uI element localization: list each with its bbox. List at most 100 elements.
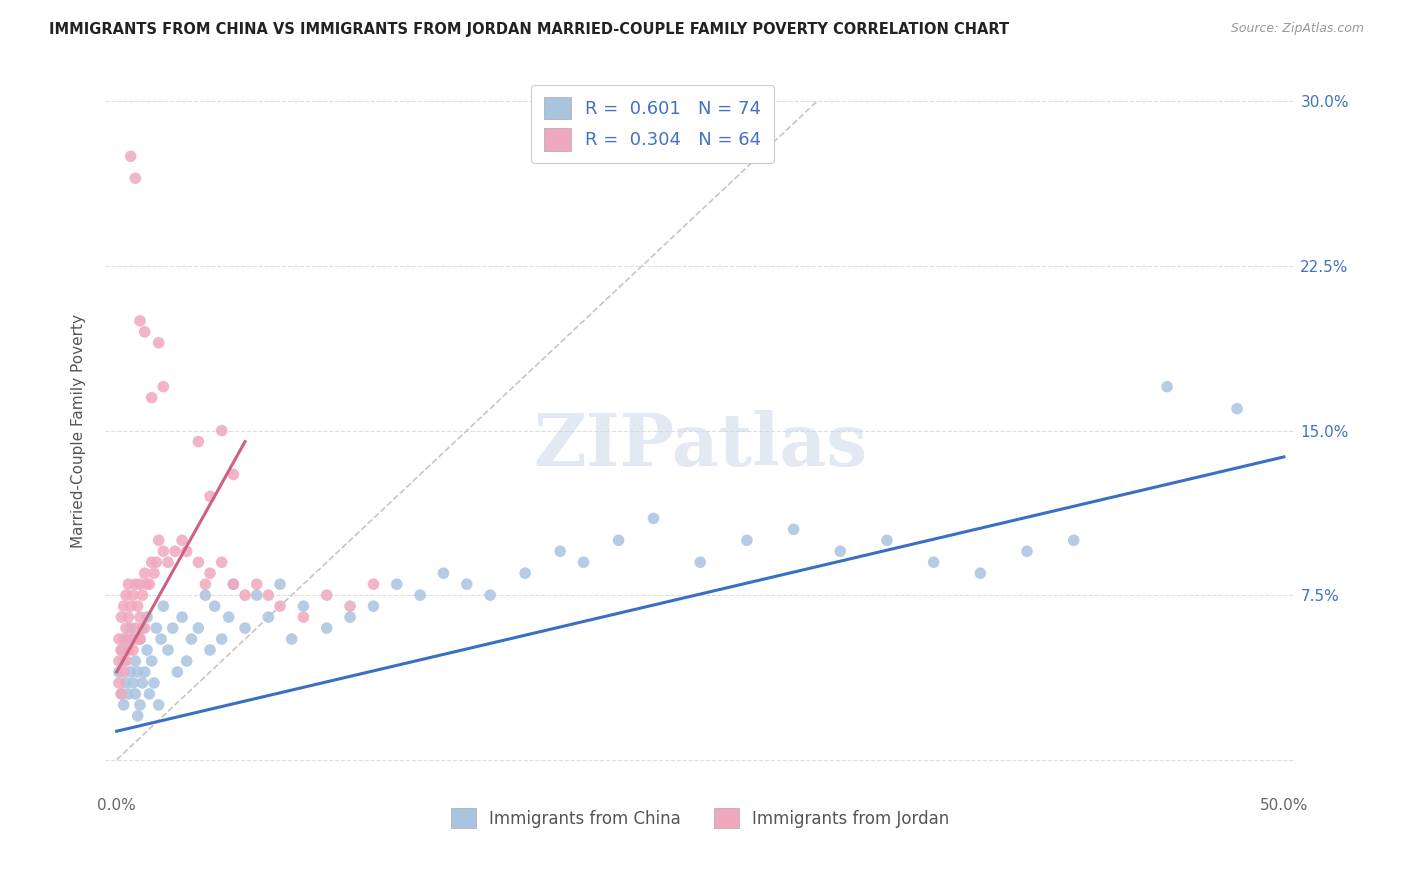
Point (115, 676, 138, 690)
Point (246, 577, 269, 591)
Text: IMMIGRANTS FROM CHINA VS IMMIGRANTS FROM JORDAN MARRIED-COUPLE FAMILY POVERTY CO: IMMIGRANTS FROM CHINA VS IMMIGRANTS FROM… (49, 22, 1010, 37)
Point (339, 599, 361, 614)
Point (120, 632, 142, 646)
Point (110, 687, 132, 701)
Point (176, 654, 198, 668)
Point (127, 709, 149, 723)
Point (134, 325, 156, 339)
Point (127, 599, 149, 614)
Point (269, 599, 291, 614)
Point (117, 577, 139, 591)
Point (233, 588, 256, 602)
Point (145, 621, 167, 635)
Point (363, 599, 385, 614)
Point (115, 654, 138, 668)
Point (156, 643, 179, 657)
Point (148, 698, 170, 712)
Point (198, 643, 221, 657)
Point (163, 544, 186, 558)
Text: ZIPatlas: ZIPatlas (533, 409, 868, 481)
Point (122, 676, 145, 690)
Point (198, 566, 221, 581)
Point (124, 621, 146, 635)
Point (124, 654, 146, 668)
Point (150, 632, 173, 646)
Point (110, 643, 132, 657)
Point (1226, 401, 1249, 416)
Point (124, 687, 146, 701)
Point (969, 566, 991, 581)
Point (145, 555, 167, 569)
Point (108, 654, 131, 668)
Point (148, 335, 170, 350)
Point (548, 544, 571, 558)
Point (269, 577, 291, 591)
Point (257, 588, 280, 602)
Point (112, 665, 135, 679)
Text: Source: ZipAtlas.com: Source: ZipAtlas.com (1230, 22, 1364, 36)
Point (134, 665, 156, 679)
Point (115, 632, 138, 646)
Point (194, 588, 217, 602)
Point (409, 588, 432, 602)
Point (141, 555, 163, 569)
Point (876, 533, 898, 548)
Point (385, 577, 408, 591)
Point (222, 577, 245, 591)
Point (339, 610, 361, 624)
Point (176, 544, 198, 558)
Point (127, 632, 149, 646)
Point (170, 610, 193, 624)
Point (110, 687, 132, 701)
Point (1156, 380, 1178, 394)
Point (572, 555, 595, 569)
Point (112, 632, 135, 646)
Point (117, 643, 139, 657)
Point (115, 621, 138, 635)
Point (1015, 544, 1038, 558)
Point (152, 544, 174, 558)
Point (122, 632, 145, 646)
Point (607, 533, 630, 548)
Point (456, 577, 478, 591)
Point (152, 380, 174, 394)
Point (129, 698, 152, 712)
Point (180, 632, 202, 646)
Point (127, 665, 149, 679)
Point (129, 632, 152, 646)
Point (129, 632, 152, 646)
Point (117, 610, 139, 624)
Point (120, 621, 142, 635)
Point (363, 577, 385, 591)
Point (689, 555, 711, 569)
Point (117, 687, 139, 701)
Point (211, 555, 233, 569)
Legend: Immigrants from China, Immigrants from Jordan: Immigrants from China, Immigrants from J… (444, 801, 956, 835)
Point (112, 599, 135, 614)
Point (257, 610, 280, 624)
Point (222, 577, 245, 591)
Point (922, 555, 945, 569)
Point (194, 577, 217, 591)
Point (108, 676, 131, 690)
Point (187, 621, 209, 635)
Point (129, 610, 152, 624)
Point (222, 467, 245, 482)
Point (131, 676, 153, 690)
Point (515, 566, 537, 581)
Point (233, 621, 256, 635)
Point (156, 555, 179, 569)
Point (315, 588, 337, 602)
Point (122, 588, 145, 602)
Point (122, 643, 145, 657)
Point (136, 577, 159, 591)
Point (830, 544, 852, 558)
Y-axis label: Married-Couple Family Poverty: Married-Couple Family Poverty (72, 314, 86, 548)
Point (292, 599, 315, 614)
Point (131, 621, 153, 635)
Point (120, 149, 142, 163)
Point (218, 610, 240, 624)
Point (134, 566, 156, 581)
Point (136, 610, 159, 624)
Point (108, 665, 131, 679)
